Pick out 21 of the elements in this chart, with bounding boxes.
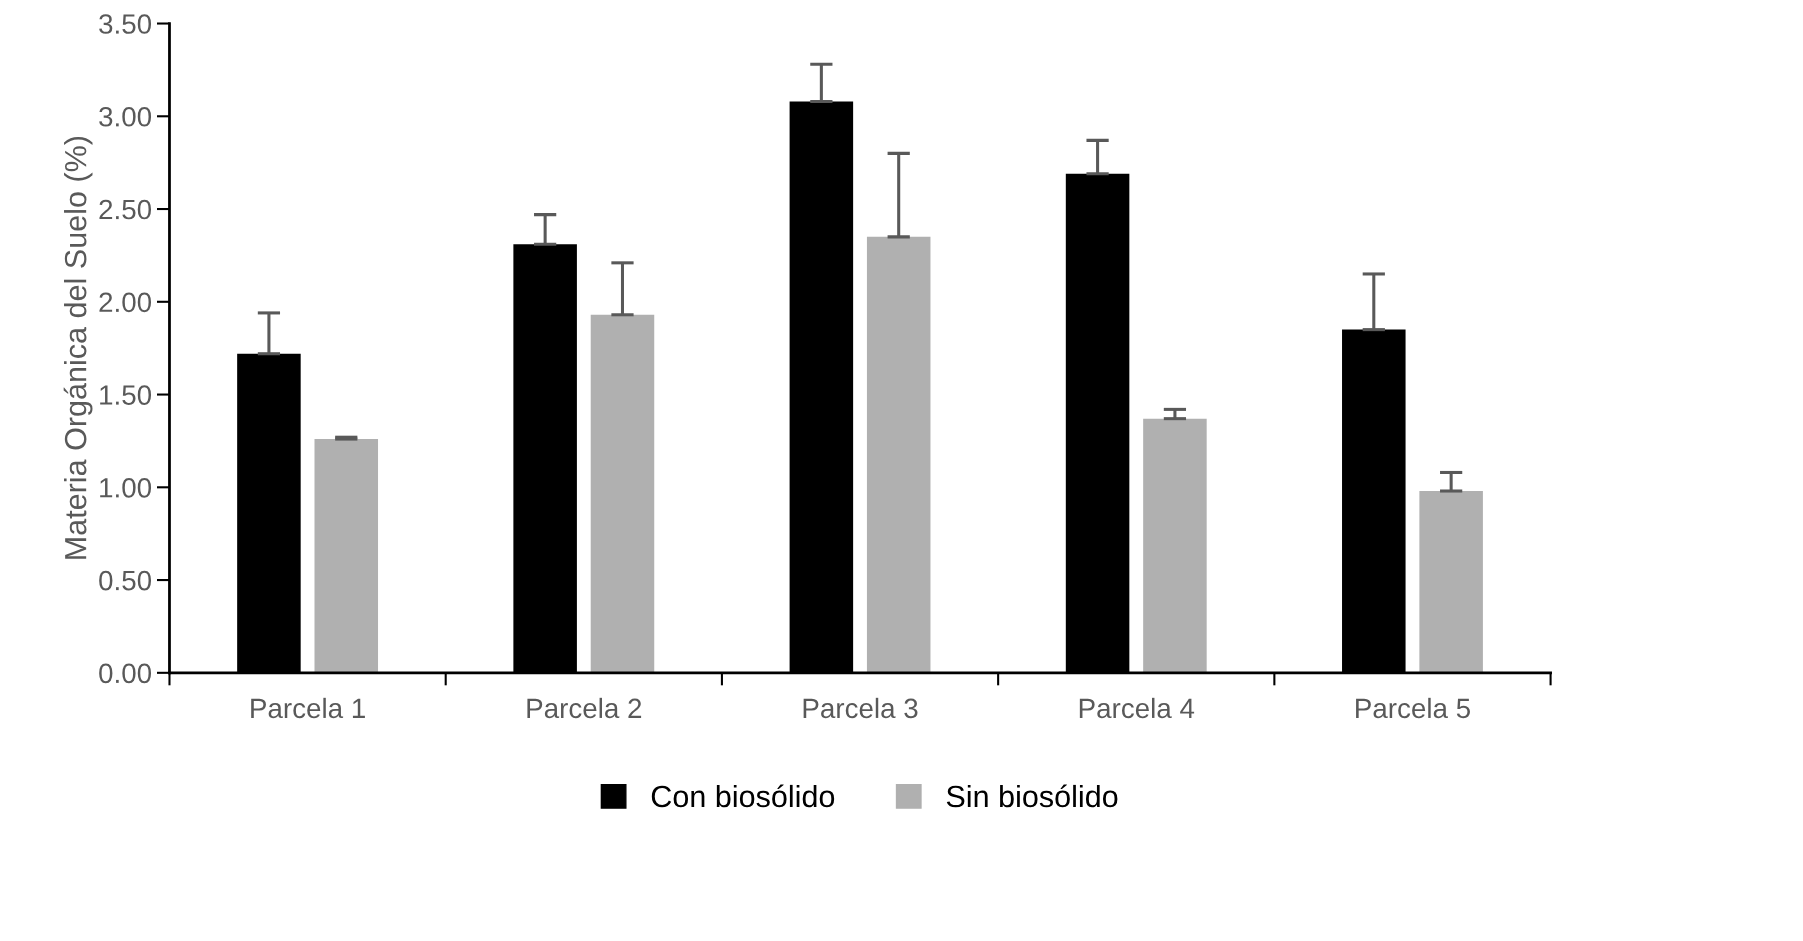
y-tick-label: 1.50 — [100, 385, 152, 405]
bar — [314, 439, 379, 673]
x-tick-label: Parcela 3 — [803, 697, 918, 719]
y-tick-label: 0.50 — [99, 570, 152, 591]
y-tick-label: 2.50 — [99, 199, 152, 220]
bar — [590, 314, 655, 673]
x-tick-label: Parcela 4 — [1079, 697, 1195, 719]
x-tick-label: Parcela 2 — [527, 697, 642, 719]
y-tick-label: 3.00 — [99, 106, 152, 127]
x-tick-label: Parcela 1 — [251, 697, 365, 719]
y-tick-label: 1.00 — [100, 477, 152, 498]
x-tick-label: Parcela 5 — [1356, 697, 1470, 719]
bar — [866, 236, 931, 673]
y-tick-label: 3.50 — [99, 14, 152, 34]
y-tick-label: 0.00 — [99, 663, 152, 684]
bar — [1143, 418, 1207, 673]
legend-label: Sin biosólido — [946, 784, 1118, 808]
y-tick-label: 2.00 — [99, 292, 152, 313]
y-axis-title: Materia Orgánica del Suelo (%) — [63, 136, 93, 559]
bar — [1419, 491, 1483, 673]
legend-label: Con biosólido — [651, 784, 835, 808]
